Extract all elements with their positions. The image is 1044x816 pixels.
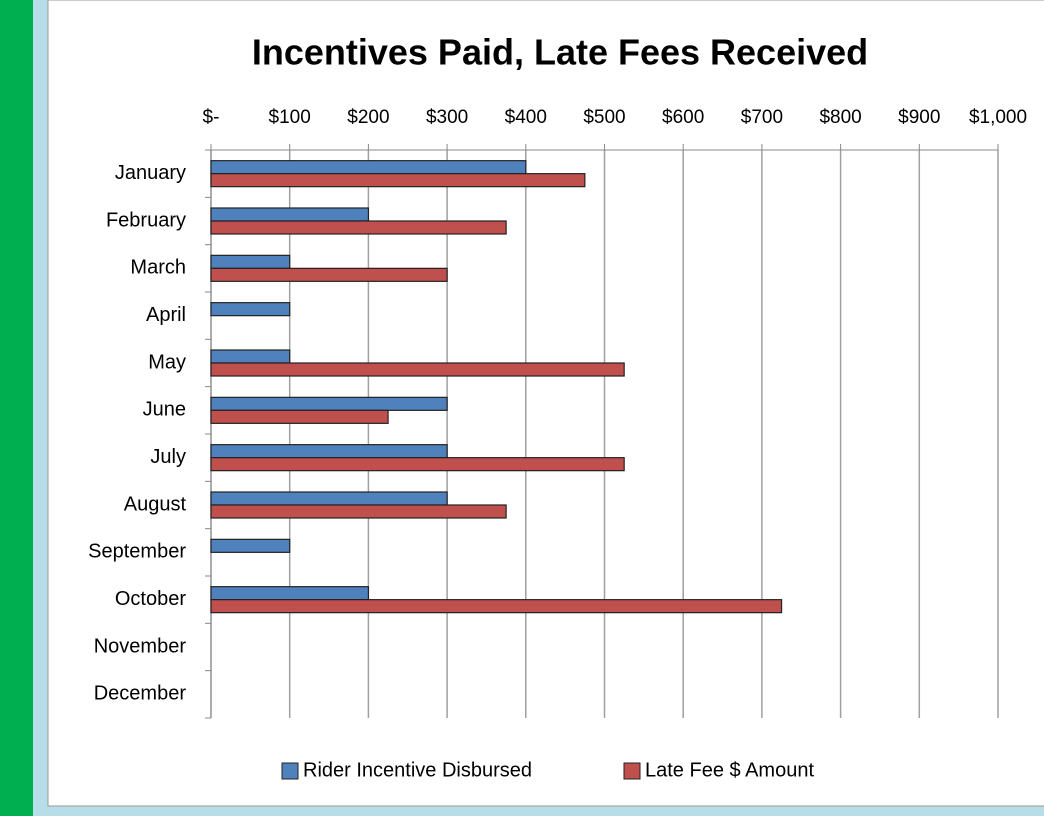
bar bbox=[210, 254, 291, 269]
y-tick-label: January bbox=[115, 162, 186, 184]
x-tick-label: $800 bbox=[819, 107, 861, 128]
x-tick-label: $100 bbox=[269, 107, 311, 128]
bar bbox=[210, 160, 527, 175]
legend-label: Rider Incentive Disbursed bbox=[303, 759, 532, 781]
legend-swatch bbox=[623, 762, 641, 780]
bar bbox=[210, 396, 448, 411]
y-tick-label: August bbox=[124, 493, 187, 515]
bar bbox=[210, 538, 291, 553]
bar bbox=[210, 173, 586, 188]
bar bbox=[210, 362, 625, 377]
legend-label: Late Fee $ Amount bbox=[645, 759, 814, 781]
y-tick-label: May bbox=[148, 351, 186, 373]
bar bbox=[210, 599, 783, 614]
x-tick-label: $500 bbox=[583, 107, 625, 128]
y-tick-label: December bbox=[94, 683, 187, 705]
bar bbox=[210, 220, 507, 235]
bar bbox=[210, 267, 448, 282]
x-tick-label: $200 bbox=[347, 107, 389, 128]
x-tick-label: $700 bbox=[741, 107, 783, 128]
bar bbox=[210, 491, 448, 506]
bar bbox=[210, 349, 291, 364]
y-tick-label: March bbox=[130, 257, 186, 279]
x-tick-label: $900 bbox=[898, 107, 940, 128]
bar bbox=[210, 302, 291, 317]
x-tick-label: $300 bbox=[426, 107, 468, 128]
x-tick-label: $- bbox=[203, 107, 220, 128]
bar bbox=[210, 504, 507, 519]
y-tick-label: February bbox=[106, 209, 186, 231]
bar bbox=[210, 586, 369, 601]
y-tick-label: November bbox=[94, 635, 187, 657]
bar bbox=[210, 457, 625, 472]
x-tick-label: $400 bbox=[505, 107, 547, 128]
legend-swatch bbox=[281, 762, 299, 780]
y-tick-label: July bbox=[150, 446, 186, 468]
bar bbox=[210, 409, 389, 424]
side-strip bbox=[0, 0, 33, 816]
x-tick-label: $600 bbox=[662, 107, 704, 128]
x-tick-label: $1,000 bbox=[969, 107, 1027, 128]
y-tick-label: April bbox=[146, 304, 186, 326]
y-tick-label: October bbox=[115, 588, 186, 610]
y-tick-label: September bbox=[88, 541, 186, 563]
bar bbox=[210, 207, 369, 222]
y-tick-label: June bbox=[143, 399, 186, 421]
chart-title: Incentives Paid, Late Fees Received bbox=[252, 32, 868, 73]
bar bbox=[210, 444, 448, 459]
